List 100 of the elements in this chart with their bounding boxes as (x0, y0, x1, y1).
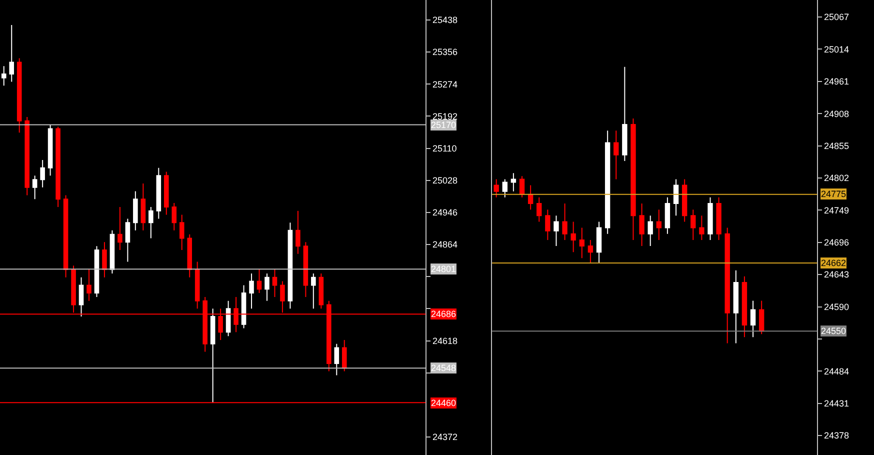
candlestick (510, 172, 516, 192)
y-tick-label: 24908 (824, 108, 850, 119)
candlestick (622, 66, 628, 162)
candlestick (596, 221, 602, 264)
y-tick-label: 24802 (824, 173, 850, 184)
y-tick-label: 25028 (432, 176, 458, 186)
ref-line-label: 24662 (821, 258, 846, 268)
candlestick (94, 246, 100, 298)
candlestick (48, 124, 53, 176)
candlestick (32, 175, 38, 200)
y-tick-label: 24961 (824, 76, 850, 87)
candlestick (750, 300, 756, 338)
candlestick (758, 300, 764, 335)
candlestick (303, 242, 308, 298)
candlestick (241, 284, 246, 329)
ref-line-label: 24686 (431, 309, 456, 319)
candlestick (78, 276, 84, 317)
candlestick (226, 300, 231, 337)
candlestick (172, 202, 177, 231)
y-tick-label: 24372 (432, 432, 458, 442)
candlestick (156, 167, 162, 220)
ref-line-label: 24550 (821, 326, 846, 336)
ref-line-label: 24548 (431, 363, 456, 373)
candlestick (342, 339, 347, 372)
candlestick (249, 272, 254, 310)
candlestick (164, 171, 169, 216)
ref-line-label: 24460 (431, 398, 456, 408)
candlestick (528, 184, 534, 210)
candlestick (536, 196, 542, 222)
y-tick-label: 25110 (432, 143, 457, 154)
candlestick (24, 116, 30, 196)
candlestick (562, 203, 568, 240)
candlestick (579, 227, 584, 259)
y-tick-label: 24378 (824, 430, 850, 441)
y-tick-label: 25274 (432, 79, 458, 90)
y-tick-label: 25192 (432, 111, 458, 122)
candlestick (194, 261, 200, 310)
y-tick-label: 24431 (824, 398, 850, 409)
ref-line-label: 24801 (431, 264, 456, 274)
candlestick (272, 269, 278, 298)
candlestick (656, 209, 662, 240)
candlestick (690, 209, 696, 240)
y-tick-label: 24696 (824, 238, 850, 248)
candlestick (519, 176, 525, 198)
y-tick-label: 24643 (824, 270, 850, 280)
candlestick (102, 242, 107, 278)
y-tick-label: 25438 (432, 15, 458, 26)
candlestick (133, 190, 138, 231)
candlestick (502, 178, 508, 198)
candlestick (86, 269, 92, 302)
candlestick (682, 178, 688, 222)
candlestick (318, 272, 324, 310)
y-tick-label: 24749 (824, 205, 850, 216)
y-tick-label: 24946 (432, 208, 458, 218)
y-tick-label: 24864 (432, 240, 458, 250)
y-tick-label: 25014 (824, 44, 850, 54)
candlestick (264, 272, 270, 302)
candlestick (630, 118, 636, 240)
candlestick (664, 196, 670, 234)
candlestick (614, 130, 619, 180)
candlestick (554, 215, 559, 247)
candlestick (187, 234, 192, 278)
candlestick (733, 270, 738, 344)
candlestick (296, 210, 300, 254)
candlestick (716, 196, 722, 240)
candlestick (742, 276, 748, 338)
candlestick (210, 308, 216, 404)
ref-line-label: 25170 (431, 120, 456, 130)
candlestick (110, 230, 115, 274)
ref-line-label: 24775 (821, 189, 846, 199)
candlestick (334, 343, 340, 376)
y-tick-label: 24590 (824, 302, 850, 312)
candlestick (724, 227, 730, 344)
candlestick (288, 222, 293, 310)
candlestick (699, 215, 704, 240)
candlestick (148, 206, 154, 239)
candlestick (639, 203, 644, 247)
candlestick (1, 66, 6, 86)
candlestick (179, 214, 184, 250)
candlestick (140, 182, 146, 231)
candlestick (16, 58, 22, 134)
candlestick (604, 130, 610, 234)
y-tick-label: 25356 (432, 47, 458, 58)
y-tick-label: 24855 (824, 140, 850, 151)
y-tick-label: 25067 (824, 12, 850, 22)
candlestick (494, 178, 499, 198)
candlestick (673, 178, 679, 216)
candlestick (118, 206, 122, 250)
candlestick (40, 160, 45, 188)
candlestick (9, 24, 14, 82)
candlestick (125, 218, 130, 262)
candlestick (648, 215, 653, 247)
y-tick-label: 24484 (824, 366, 850, 376)
candlestick (588, 239, 594, 264)
y-tick-label: 24618 (432, 336, 458, 346)
candlestick (256, 269, 262, 294)
candlestick (545, 209, 550, 240)
candlestick (708, 196, 713, 240)
candlestick (56, 126, 60, 208)
candlestick (311, 272, 316, 310)
